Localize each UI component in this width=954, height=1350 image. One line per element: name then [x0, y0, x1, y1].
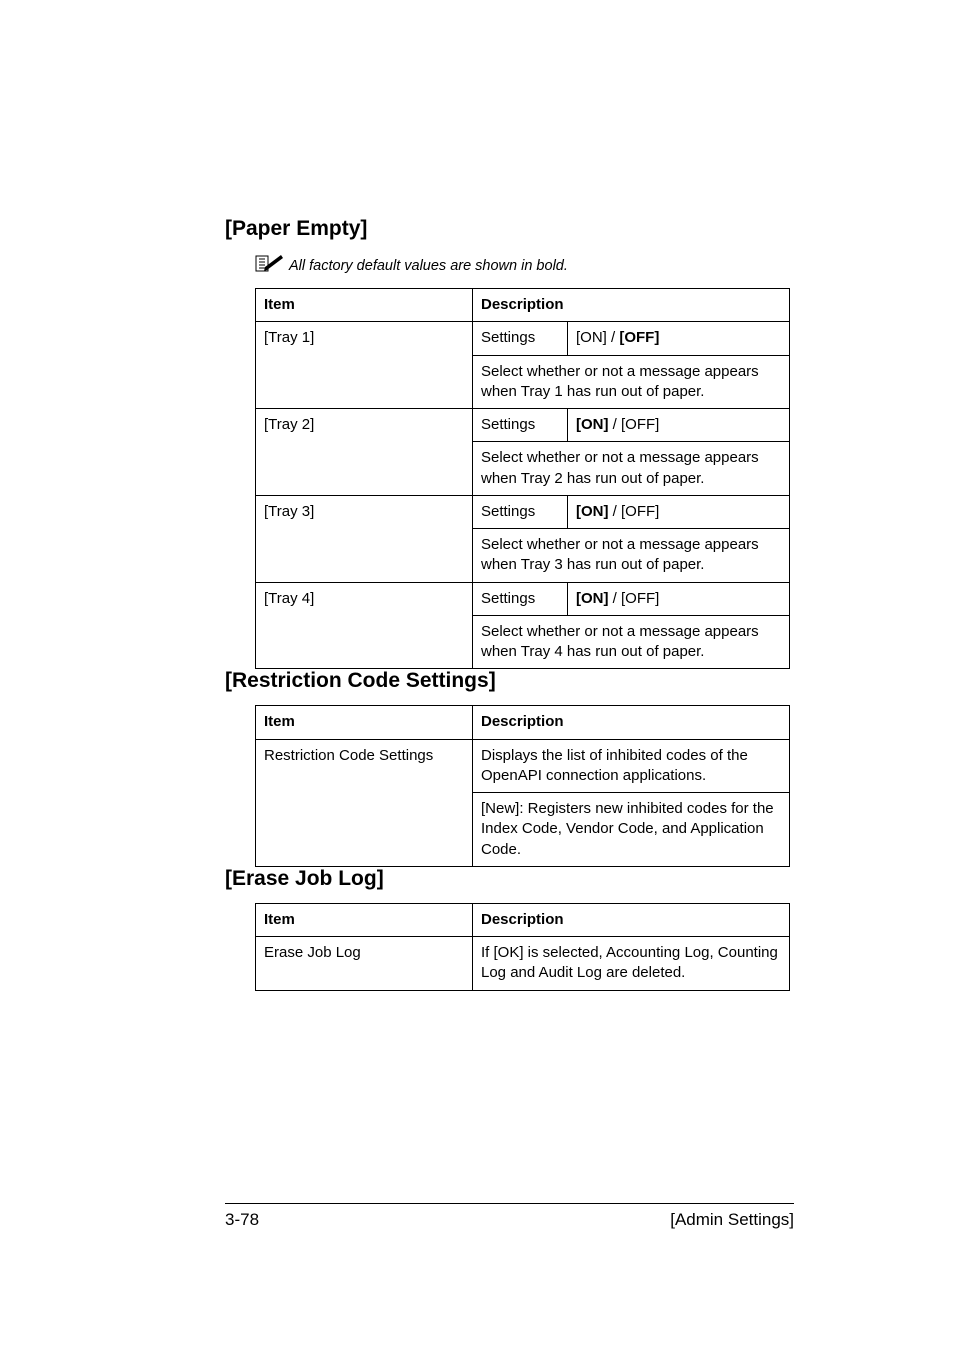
tray-item: [Tray 2] [256, 409, 473, 496]
tray-item: [Tray 1] [256, 322, 473, 409]
default-note-text: All factory default values are shown in … [289, 258, 568, 274]
restriction-heading: [Restriction Code Settings] [225, 669, 794, 693]
tray-desc: Select whether or not a message appears … [473, 442, 790, 496]
erase-desc: If [OK] is selected, Accounting Log, Cou… [473, 937, 790, 991]
page-footer: 3-78 [Admin Settings] [225, 1203, 794, 1230]
tray-desc: Select whether or not a message appears … [473, 615, 790, 669]
header-item: Item [256, 706, 473, 739]
settings-label: Settings [473, 582, 568, 615]
default-note: All factory default values are shown in … [225, 253, 794, 278]
header-desc: Description [473, 706, 790, 739]
tray-item: [Tray 4] [256, 582, 473, 669]
restriction-item: Restriction Code Settings [256, 739, 473, 866]
tray-desc: Select whether or not a message appears … [473, 529, 790, 583]
note-icon [255, 253, 289, 278]
settings-value: [ON] / [OFF] [568, 322, 790, 355]
header-desc: Description [473, 903, 790, 936]
header-item: Item [256, 289, 473, 322]
erase-item: Erase Job Log [256, 937, 473, 991]
tray-desc: Select whether or not a message appears … [473, 355, 790, 409]
footer-page-number: 3-78 [225, 1210, 259, 1230]
erase-heading: [Erase Job Log] [225, 867, 794, 891]
restriction-desc2: [New]: Registers new inhibited codes for… [473, 793, 790, 867]
paper-empty-heading: [Paper Empty] [225, 217, 794, 241]
header-desc: Description [473, 289, 790, 322]
restriction-desc1: Displays the list of inhibited codes of … [473, 739, 790, 793]
restriction-table: Item Description Restriction Code Settin… [255, 705, 790, 867]
paper-empty-table: Item Description [Tray 1]Settings[ON] / … [255, 288, 790, 669]
settings-label: Settings [473, 495, 568, 528]
footer-section-title: [Admin Settings] [670, 1210, 794, 1230]
settings-value: [ON] / [OFF] [568, 582, 790, 615]
tray-item: [Tray 3] [256, 495, 473, 582]
settings-label: Settings [473, 322, 568, 355]
settings-value: [ON] / [OFF] [568, 495, 790, 528]
settings-label: Settings [473, 409, 568, 442]
header-item: Item [256, 903, 473, 936]
settings-value: [ON] / [OFF] [568, 409, 790, 442]
erase-table: Item Description Erase Job Log If [OK] i… [255, 903, 790, 991]
